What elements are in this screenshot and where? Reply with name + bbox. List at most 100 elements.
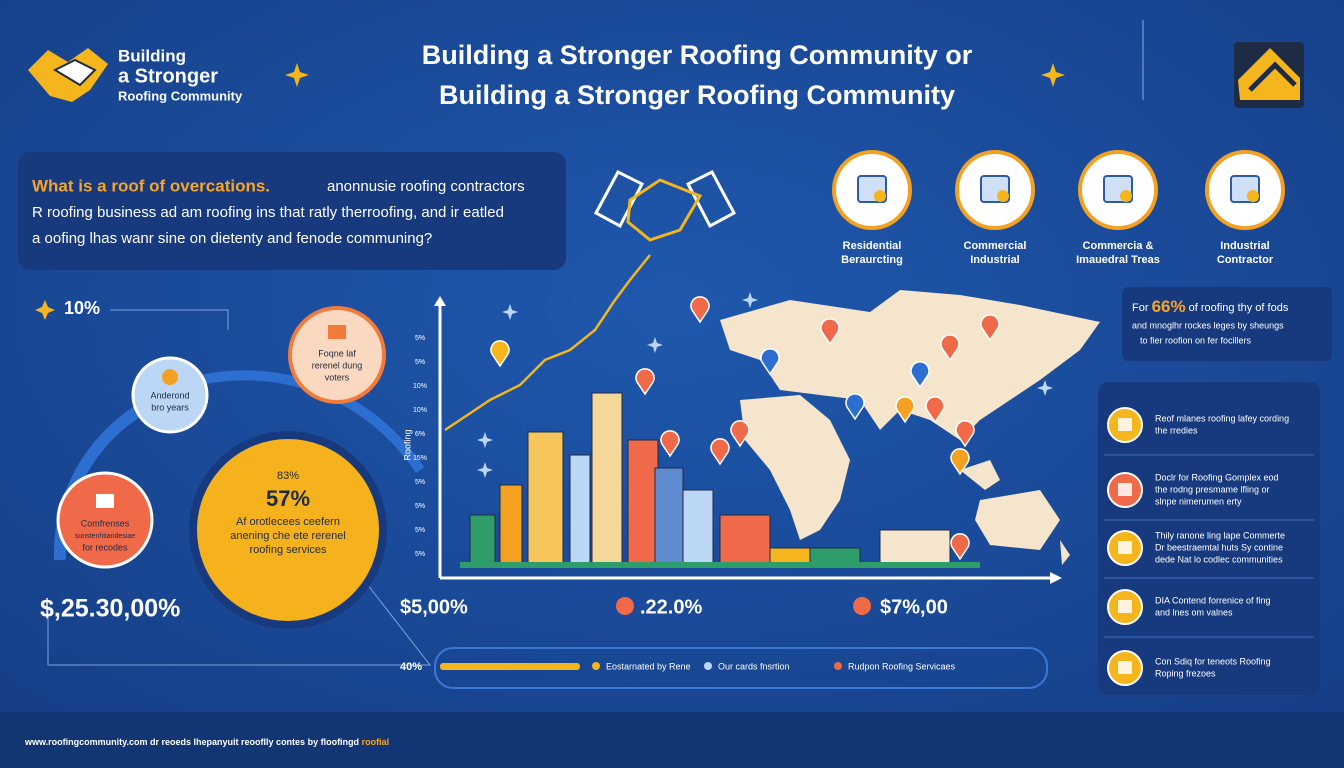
- circle-text: voters: [325, 372, 350, 382]
- callout-first: of roofing thy of fods: [1189, 302, 1289, 314]
- service-icon: [997, 190, 1009, 202]
- map-pin: [730, 420, 750, 448]
- handshake-icon: [593, 170, 737, 242]
- logo-text: a Stronger: [118, 65, 218, 87]
- map-pin: [895, 396, 915, 424]
- icon: [853, 597, 871, 615]
- service-icon: [874, 190, 886, 202]
- intro-box: [18, 152, 566, 270]
- circle-text: rerenel dung: [312, 360, 363, 370]
- callout-text: to fier roofion on fer focillers: [1140, 335, 1252, 345]
- big-circle-text: 83%: [277, 470, 299, 482]
- legend-item: Rudpon Roofing Servicaes: [848, 661, 956, 671]
- service-label: Imauedral Treas: [1076, 254, 1160, 266]
- service-label: Industrial: [970, 254, 1020, 266]
- service-label: Commercial: [964, 240, 1027, 252]
- map-pin: [940, 334, 960, 362]
- logo-left: [28, 48, 108, 102]
- sparkle: [1037, 380, 1053, 396]
- legend-dot: [834, 662, 842, 670]
- service-label: Commercia &: [1083, 240, 1154, 252]
- service-label: Industrial: [1220, 240, 1270, 252]
- intro-text: anonnusie roofing contractors: [327, 178, 525, 195]
- building: [499, 484, 523, 566]
- map-pin: [980, 314, 1000, 342]
- stat-circle: [56, 471, 154, 569]
- ground: [460, 562, 980, 568]
- callout-box: [1122, 287, 1332, 361]
- callout-text: For 66% of roofing thy of fods: [1132, 297, 1289, 316]
- star: [285, 63, 309, 87]
- y-tick-label: 5%: [415, 527, 425, 534]
- big-circle-value: 57%: [266, 486, 310, 511]
- map-pin: [690, 296, 710, 324]
- icon: [616, 597, 634, 615]
- building: [527, 431, 564, 566]
- list-text: DIA Contend forrenice of fing: [1155, 595, 1271, 605]
- sparkle: [477, 462, 493, 478]
- building: [682, 489, 714, 566]
- legend-item: Eostarnated by Rene: [606, 661, 691, 671]
- service-icon: [1120, 190, 1132, 202]
- map-pins: [477, 292, 1053, 561]
- list-text: the rodng presmame lfling or: [1155, 484, 1270, 494]
- stat-top: 10%: [64, 298, 100, 318]
- building: [879, 529, 951, 566]
- service-label: Beraurcting: [841, 254, 903, 266]
- list-icon-glyph: [1118, 418, 1132, 431]
- building: [719, 514, 771, 566]
- world-map: [720, 290, 1100, 565]
- intro-highlight: What is a roof of overcations.: [32, 176, 270, 195]
- building: [591, 392, 623, 566]
- map-pin: [760, 348, 780, 376]
- callout-value: 66%: [1152, 297, 1186, 316]
- circle-text: bro years: [151, 402, 189, 412]
- big-circle-text: roofing services: [249, 544, 327, 556]
- building: [654, 467, 684, 566]
- star: [35, 300, 55, 320]
- stat-circle: [131, 356, 209, 434]
- city: [460, 392, 980, 568]
- map-pin: [925, 396, 945, 424]
- circle-text: Comfrenses: [81, 518, 130, 528]
- list-icon-glyph: [1118, 661, 1132, 674]
- circle-text: sunstenhtiandesiae: [75, 533, 135, 540]
- icon: [96, 494, 114, 508]
- list-text: Doclr for Roofing Gomplex eod: [1155, 472, 1279, 482]
- big-circle-text: anening che ete rerenel: [230, 530, 346, 542]
- service-label: Contractor: [1217, 254, 1274, 266]
- list-panel: [1098, 382, 1320, 695]
- list-text: and lnes om valnes: [1155, 607, 1233, 617]
- logo-text: Building: [118, 46, 186, 65]
- star: [1041, 63, 1065, 87]
- service-icon: [1247, 190, 1259, 202]
- sparkle: [477, 432, 493, 448]
- callout-prefix: For: [1132, 302, 1149, 314]
- legend-dot: [592, 662, 600, 670]
- circle-text: for recodes: [82, 542, 128, 552]
- map-pin: [820, 318, 840, 346]
- trend-line: [444, 254, 651, 432]
- list-text: dede Nat lo codlec communities: [1155, 554, 1283, 564]
- building: [569, 454, 591, 566]
- axis-label: Roofing: [402, 429, 412, 460]
- title: Building a Stronger Roofing Community: [439, 80, 955, 110]
- connector: [110, 309, 229, 330]
- y-tick-label: 5%: [415, 335, 425, 342]
- y-tick-label: 5%: [415, 359, 425, 366]
- map-pin: [710, 438, 730, 466]
- map-pin: [635, 368, 655, 396]
- intro-text: a oofing lhas wanr sine on dietenty and …: [32, 230, 432, 247]
- footer-highlight: roofial: [362, 737, 390, 747]
- map-pin: [910, 361, 930, 389]
- list-icon-glyph: [1118, 483, 1132, 496]
- list-text: Reof mlanes roofing lafey cording: [1155, 413, 1289, 423]
- circle-text: Anderond: [150, 390, 189, 400]
- map-pin: [660, 430, 680, 458]
- legend-value: 40%: [400, 661, 422, 673]
- logo-right: [1234, 42, 1304, 108]
- stat-circle: [288, 306, 386, 404]
- big-circle: [189, 431, 387, 629]
- sparkle: [502, 304, 518, 320]
